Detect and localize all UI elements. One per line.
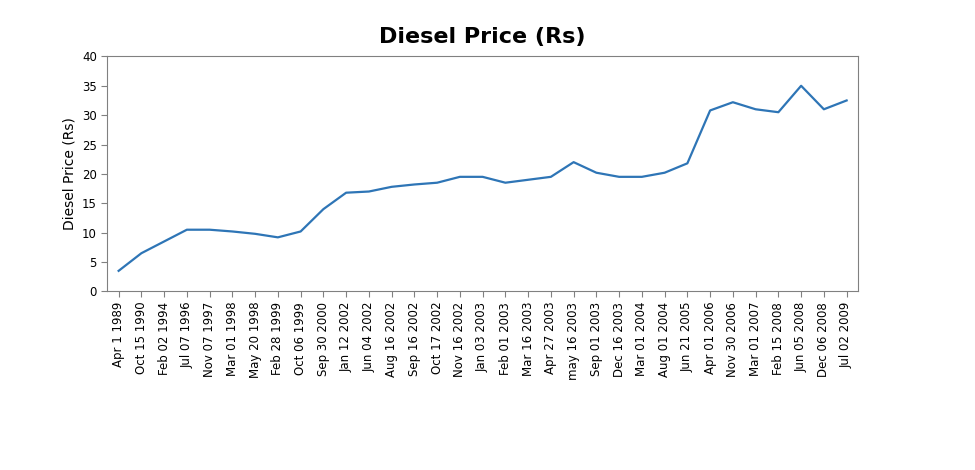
Y-axis label: Diesel Price (Rs): Diesel Price (Rs) — [62, 118, 76, 230]
Title: Diesel Price (Rs): Diesel Price (Rs) — [379, 26, 586, 47]
